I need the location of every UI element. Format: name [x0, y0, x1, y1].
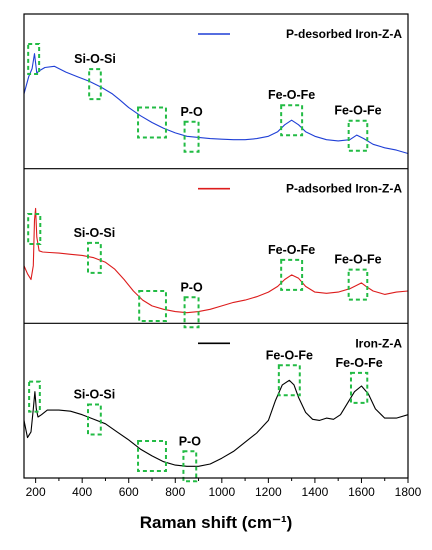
spectrum-panel-3: Iron-Z-A Si-O-Si P-O Fe-O-Fe Fe-O-Fe — [23, 336, 409, 483]
panels-layer: P-desorbed Iron-Z-A Si-O-Si P-O Fe-O-Fe Fe-O… — [23, 27, 409, 483]
peak-annotation: Si-O-Si — [74, 226, 116, 240]
peak-annotation: Si-O-Si — [74, 387, 116, 401]
spectrum-line — [23, 53, 409, 155]
legend-label: Iron-Z-A — [355, 336, 402, 350]
x-tick-label: 1800 — [395, 485, 422, 499]
annotation-box — [87, 403, 102, 436]
annotation-box — [182, 450, 198, 483]
peak-annotation: P-O — [179, 434, 202, 448]
x-tick-label: 1000 — [208, 485, 235, 499]
annotation-box — [183, 120, 200, 153]
annotation-box — [347, 119, 369, 152]
spectrum-panel-1: P-desorbed Iron-Z-A Si-O-Si P-O Fe-O-Fe Fe-O… — [23, 27, 409, 155]
plot-frame — [23, 13, 409, 479]
x-tick-label: 200 — [26, 485, 46, 499]
annotation-box — [137, 106, 167, 139]
peak-annotation: Fe-O-Fe — [334, 253, 381, 267]
annotation-box — [28, 380, 41, 413]
legend-label: P-desorbed Iron-Z-A — [286, 27, 402, 41]
peak-annotation: Fe-O-Fe — [268, 88, 315, 102]
annotation-box — [347, 268, 369, 301]
peak-annotation: P-O — [180, 105, 203, 119]
axes-layer: 200 400 600 800 1000 1200 1400 1600 1800 — [23, 13, 422, 499]
x-axis-label: Raman shift (cm⁻¹) — [140, 513, 293, 532]
annotation-box — [280, 104, 304, 137]
peak-annotation: Fe-O-Fe — [268, 243, 315, 257]
x-tick-label: 1400 — [302, 485, 329, 499]
peak-annotation: Fe-O-Fe — [266, 348, 313, 362]
annotation-box — [87, 241, 102, 274]
annotation-box — [137, 439, 167, 472]
peak-annotation: Fe-O-Fe — [336, 356, 383, 370]
annotation-box — [349, 371, 369, 404]
x-tick-label: 400 — [72, 485, 92, 499]
spectrum-line — [23, 379, 409, 467]
peak-annotation: P-O — [180, 280, 203, 294]
spectrum-line — [23, 207, 409, 314]
peak-annotation: Fe-O-Fe — [334, 104, 381, 118]
annotation-box — [280, 258, 304, 291]
annotation-box — [277, 364, 301, 397]
annotation-box — [27, 42, 41, 75]
legend-label: P-adsorbed Iron-Z-A — [286, 182, 402, 196]
x-tick-label: 800 — [165, 485, 185, 499]
annotation-box — [183, 296, 200, 329]
x-tick-label: 1200 — [255, 485, 282, 499]
peak-annotation: Si-O-Si — [74, 52, 116, 66]
x-tick-label: 1600 — [348, 485, 375, 499]
spectrum-panel-2: P-adsorbed Iron-Z-A Si-O-Si P-O Fe-O-Fe Fe-O… — [23, 182, 409, 329]
x-tick-label: 600 — [119, 485, 139, 499]
annotation-box — [138, 290, 167, 323]
